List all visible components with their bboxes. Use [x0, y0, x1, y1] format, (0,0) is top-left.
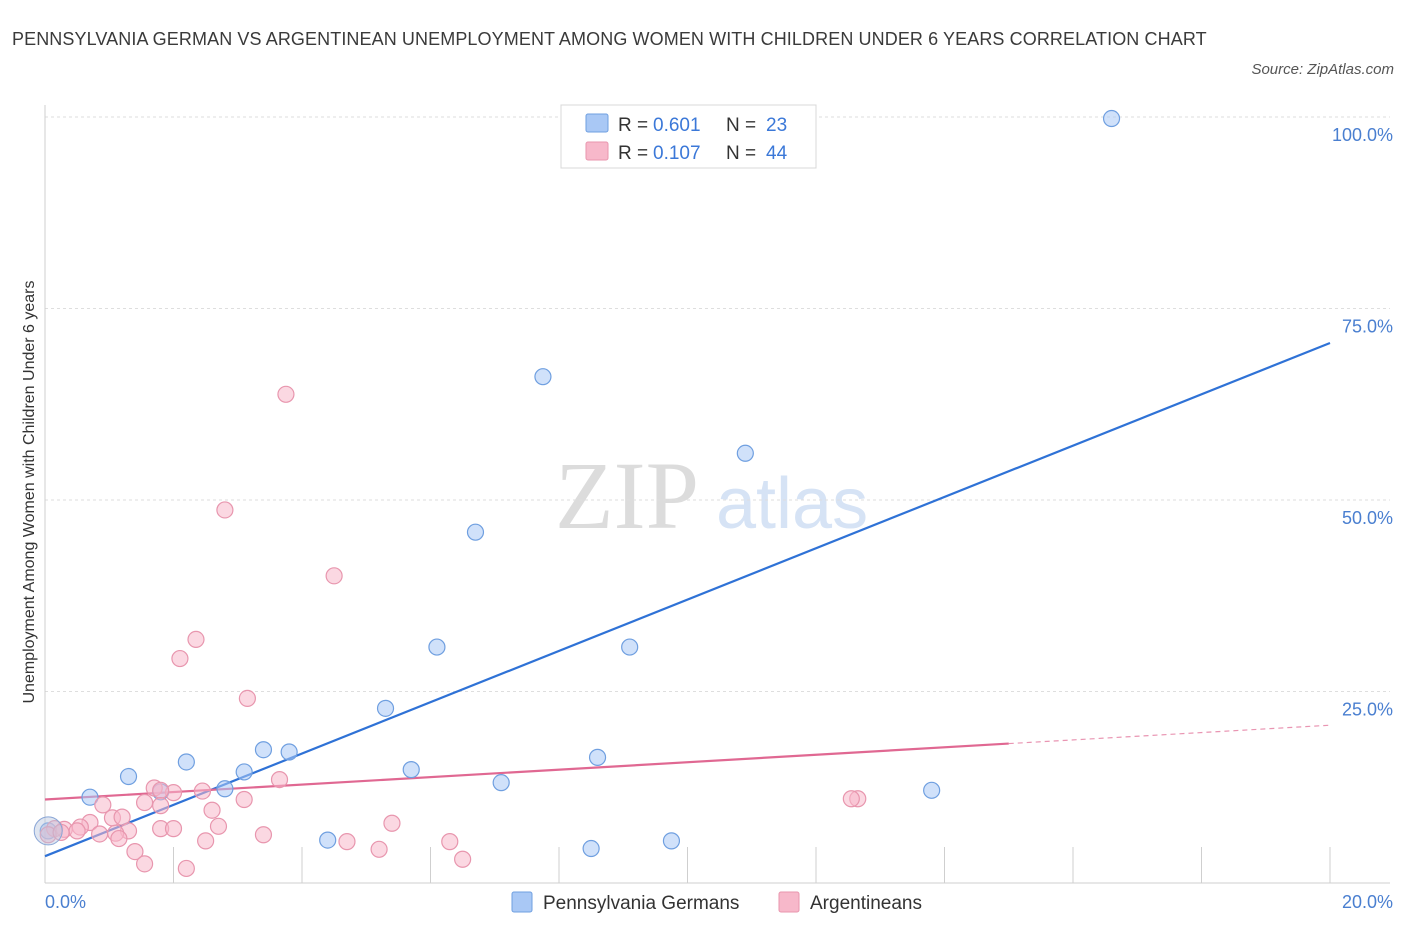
point-pennsylvania-0	[1102, 109, 1121, 128]
point-argentinean-11	[135, 793, 154, 812]
point-argentinean-33	[441, 833, 459, 851]
point-pennsylvania-18	[81, 788, 99, 806]
axes	[44, 105, 1390, 884]
legend-n-label-1: N =	[726, 115, 756, 136]
point-pennsylvania-7	[280, 743, 298, 761]
point-argentinean-17	[113, 808, 131, 826]
trend-line-argentinean-extrapolated	[1008, 724, 1331, 745]
point-argentinean-19	[209, 817, 228, 835]
point-argentinean-1	[216, 501, 234, 519]
source-label: Source: ZipAtlas.com	[1251, 61, 1394, 78]
data-points	[33, 109, 1121, 878]
point-pennsylvania-21	[662, 832, 681, 850]
point-argentinean-4	[171, 649, 189, 668]
y-tick-label-75: 75.0%	[1342, 317, 1393, 337]
point-pennsylvania-15	[492, 774, 510, 792]
point-argentinean-34	[383, 814, 401, 832]
gridlines	[45, 116, 1390, 692]
point-argentinean-37	[370, 840, 388, 858]
point-argentinean-3	[187, 630, 205, 649]
point-argentinean-9	[152, 781, 170, 799]
point-pennsylvania-9	[177, 753, 195, 771]
chart-title: PENNSYLVANIA GERMAN VS ARGENTINEAN UNEMP…	[12, 29, 1207, 49]
point-pennsylvania-2	[736, 444, 754, 462]
point-argentinean-28	[68, 822, 86, 840]
point-argentinean-6	[270, 770, 289, 789]
series-legend: Pennsylvania Germans Argentineans	[511, 891, 922, 914]
point-argentinean-40	[135, 855, 154, 873]
x-tick-label-min: 0.0%	[45, 892, 86, 912]
point-argentinean-12	[94, 796, 112, 814]
point-argentinean-41	[177, 859, 195, 878]
point-argentinean-32	[338, 833, 356, 851]
correlation-legend: R = 0.601 N = 23 R = 0.107 N = 44	[560, 104, 817, 169]
legend-r-value-1: 0.601	[653, 115, 701, 136]
bottom-legend-argentinean: Argentineans	[810, 893, 922, 914]
point-pennsylvania-3	[466, 523, 485, 541]
y-tick-label-50: 50.0%	[1342, 508, 1393, 528]
legend-n-value-2: 44	[766, 143, 788, 164]
point-argentinean-43	[842, 790, 860, 808]
legend-n-value-1: 23	[766, 115, 787, 136]
point-argentinean-39	[454, 850, 472, 868]
point-argentinean-25	[91, 825, 109, 843]
point-argentinean-13	[152, 797, 170, 815]
legend-n-label-2: N =	[726, 143, 756, 164]
point-argentinean-27	[254, 826, 273, 844]
trend-lines	[44, 341, 1331, 858]
bottom-legend-pennsylvania: Pennsylvania Germans	[543, 893, 739, 914]
point-argentinean-5	[238, 689, 256, 707]
legend-swatch-pennsylvania	[585, 113, 609, 133]
watermark-atlas: atlas	[716, 464, 868, 544]
legend-swatch-argentinean	[585, 141, 609, 161]
point-pennsylvania-8	[254, 741, 273, 759]
bottom-legend-swatch-argentinean	[778, 891, 800, 913]
tick-labels: 100.0% 75.0% 50.0% 25.0% 0.0% 20.0%	[45, 125, 1393, 912]
point-pennsylvania-10	[119, 767, 138, 786]
point-pennsylvania-16	[588, 748, 607, 766]
trend-line-argentinean	[44, 742, 1009, 801]
point-argentinean-10	[193, 782, 212, 800]
bottom-legend-swatch-pennsylvania	[511, 891, 533, 913]
y-tick-label-100: 100.0%	[1332, 125, 1393, 145]
point-pennsylvania-19	[319, 831, 337, 849]
trend-line-pennsylvania	[44, 341, 1331, 858]
point-pennsylvania-4	[428, 638, 446, 656]
legend-r-value-2: 0.107	[653, 143, 701, 164]
point-pennsylvania-20	[582, 839, 600, 858]
point-pennsylvania-5	[621, 638, 639, 656]
point-pennsylvania-6	[376, 699, 395, 717]
point-argentinean-36	[110, 829, 128, 848]
legend-r-label-2: R =	[618, 143, 648, 164]
point-argentinean-14	[235, 790, 253, 809]
point-pennsylvania-13	[235, 763, 253, 781]
point-cluster-origin	[33, 816, 63, 846]
y-tick-label-25: 25.0%	[1342, 700, 1393, 720]
y-axis-title: Unemployment Among Women with Children U…	[21, 280, 38, 703]
x-tick-label-max: 20.0%	[1342, 892, 1393, 912]
point-pennsylvania-14	[402, 761, 420, 779]
watermark-zip: ZIP	[555, 442, 699, 549]
point-argentinean-35	[197, 832, 215, 850]
point-pennsylvania-12	[216, 780, 234, 798]
point-argentinean-21	[164, 820, 183, 838]
point-pennsylvania-1	[534, 368, 552, 386]
point-argentinean-15	[203, 801, 221, 819]
point-argentinean-2	[325, 567, 343, 585]
legend-r-label-1: R =	[618, 115, 648, 136]
point-argentinean-0	[277, 385, 295, 403]
point-pennsylvania-17	[923, 781, 941, 799]
point-argentinean-38	[126, 842, 144, 861]
